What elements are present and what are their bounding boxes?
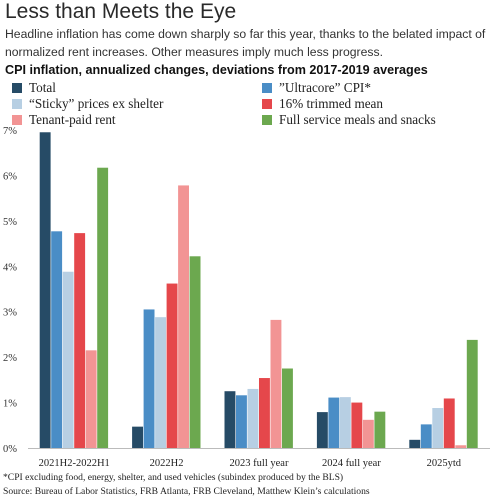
bar-16-trimmed-mean xyxy=(351,402,363,448)
legend-label-ultracore: ”Ultracore” CPI* xyxy=(279,80,371,95)
bar-sticky-prices-ex-shelter xyxy=(432,408,444,448)
bar-sticky-prices-ex-shelter xyxy=(62,271,74,448)
legend-label-trimmed-mean: 16% trimmed mean xyxy=(279,96,384,111)
bar-tenant-paid-rent xyxy=(362,419,374,448)
bar-16-trimmed-mean xyxy=(166,283,178,448)
x-category-label: 2024 full year xyxy=(322,458,381,469)
bar-sticky-prices-ex-shelter xyxy=(247,388,259,448)
bar-full-service-meals-and-snacks xyxy=(97,167,109,448)
bar-tenant-paid-rent xyxy=(455,445,467,448)
legend-swatch-rent xyxy=(12,115,22,125)
bar-sticky-prices-ex-shelter xyxy=(155,317,166,448)
legend-item-total: Total xyxy=(12,80,56,96)
legend-swatch-total xyxy=(12,83,22,93)
bar-total xyxy=(224,391,236,448)
y-tick-label: 6% xyxy=(3,171,17,182)
bar-ultracore-cpi xyxy=(51,231,63,448)
bar-tenant-paid-rent xyxy=(85,350,97,448)
page-title: Less than Meets the Eye xyxy=(5,0,237,23)
bar-tenant-paid-rent xyxy=(270,319,282,448)
legend-swatch-ultracore xyxy=(262,83,272,93)
legend-swatch-trimmed-mean xyxy=(262,99,272,109)
bar-16-trimmed-mean xyxy=(443,398,455,448)
bar-ultracore-cpi xyxy=(420,424,432,448)
x-category-label: 2021H2-2022H1 xyxy=(39,458,110,469)
legend-swatch-sticky xyxy=(12,99,22,109)
legend-item-rent: Tenant-paid rent xyxy=(12,112,116,128)
x-category-label: 2025ytd xyxy=(427,458,462,469)
legend-item-ultracore: ”Ultracore” CPI* xyxy=(262,80,371,96)
bar-full-service-meals-and-snacks xyxy=(374,411,386,448)
bar-ultracore-cpi xyxy=(328,397,340,448)
y-tick-label: 1% xyxy=(3,399,17,410)
legend-swatch-meals xyxy=(262,115,272,125)
legend-label-sticky: “Sticky” prices ex shelter xyxy=(29,96,164,111)
legend-item-meals: Full service meals and snacks xyxy=(262,112,436,128)
source-note: Source: Bureau of Labor Statistics, FRB … xyxy=(3,486,370,497)
bar-total xyxy=(316,412,328,448)
bar-ultracore-cpi xyxy=(236,395,247,448)
bar-full-service-meals-and-snacks xyxy=(466,339,478,448)
legend-label-meals: Full service meals and snacks xyxy=(279,112,436,127)
y-tick-label: 5% xyxy=(3,217,17,228)
x-category-label: 2023 full year xyxy=(230,458,289,469)
bar-16-trimmed-mean xyxy=(74,233,86,448)
legend-item-trimmed-mean: 16% trimmed mean xyxy=(262,96,383,112)
footnote-ultracore: *CPI excluding food, energy, shelter, an… xyxy=(3,472,344,483)
bar-total xyxy=(409,439,421,448)
x-category-label: 2022H2 xyxy=(150,458,184,469)
bar-sticky-prices-ex-shelter xyxy=(339,397,351,448)
legend-label-total: Total xyxy=(29,80,56,95)
legend-item-sticky: “Sticky” prices ex shelter xyxy=(12,96,163,112)
bar-total xyxy=(39,132,51,448)
bar-tenant-paid-rent xyxy=(178,185,189,449)
legend-label-rent: Tenant-paid rent xyxy=(29,112,116,127)
bar-16-trimmed-mean xyxy=(259,378,270,448)
page-subtitle: Headline inflation has come down sharply… xyxy=(5,27,486,59)
y-tick-label: 4% xyxy=(3,262,17,273)
bar-total xyxy=(132,426,143,448)
y-tick-label: 7% xyxy=(3,126,17,137)
y-tick-label: 3% xyxy=(3,308,17,319)
y-tick-label: 2% xyxy=(3,353,17,364)
bar-full-service-meals-and-snacks xyxy=(282,368,293,448)
chart-title: CPI inflation, annualized changes, devia… xyxy=(5,63,428,77)
bar-full-service-meals-and-snacks xyxy=(189,256,201,448)
y-tick-label: 0% xyxy=(3,444,17,455)
bar-ultracore-cpi xyxy=(143,309,155,448)
